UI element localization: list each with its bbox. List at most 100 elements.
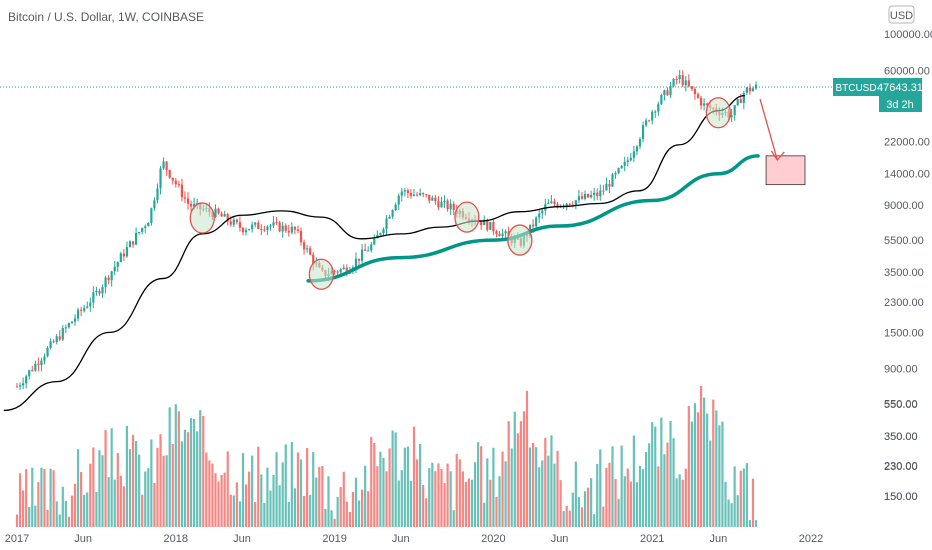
volume-bar [538,467,541,527]
candle-body [241,227,245,233]
volume-bar [745,463,748,527]
volume-bar [156,447,159,527]
candle-body [144,226,147,228]
candle-body [159,168,162,189]
candle-body [116,262,119,267]
volume-bar [522,411,526,527]
volume-bar [611,446,614,527]
y-tick-label: 100000.00 [884,29,932,41]
volume-bar [107,477,110,527]
candle-body [104,277,107,288]
currency-button[interactable]: USD [888,5,915,24]
volume-bar [400,470,403,527]
volume-bar [712,399,715,527]
candle-body [177,184,180,186]
volume-bar [153,483,156,527]
candle-body [406,190,409,193]
volume-bar [104,430,107,527]
volume-bar [241,453,245,527]
volume-bar [159,434,162,527]
volume-bar [690,421,693,527]
price-badge[interactable]: BTCUSD 47643.31 3d 2h [833,78,923,112]
volume-bar [293,488,296,527]
volume-bar [489,479,492,527]
volume-bar [446,463,449,527]
candle-body [550,201,553,203]
candle-body [391,210,394,217]
candle-body [180,184,184,198]
candle-body [70,321,74,324]
volume-bar [464,481,468,527]
volume-bar [315,477,318,527]
volume-bar [40,467,43,527]
volume-bar [260,474,263,527]
volume-bar [345,501,348,527]
candle-body [263,229,266,231]
volume-bar [360,489,364,527]
candle-body [15,386,19,388]
candle-body [623,161,626,166]
candle-body [86,306,89,308]
volume-bar [31,467,34,527]
candle-body [403,190,406,192]
volume-bar [651,422,654,527]
volume-bar [672,438,675,527]
volume-bar [196,431,199,527]
volume-bar [513,411,516,527]
candle-body [648,120,651,122]
volume-bar [205,452,208,527]
volume-bar [49,468,52,527]
volume-bar [367,491,370,527]
candle-body [641,125,645,140]
volume-bar [415,459,419,527]
candle-body [34,363,37,371]
volume-bar [648,443,651,527]
volume-bar [614,479,617,527]
candle-body [357,258,361,261]
volume-bar [275,452,278,527]
candle-body [64,327,67,329]
volume-bar [532,442,535,527]
volume-bar [678,474,681,527]
candle-body [599,190,602,197]
volume-bar [229,494,232,527]
volume-bar [727,499,730,527]
volume-bar [202,415,205,527]
volume-bar [37,482,40,527]
candle-body [214,208,217,217]
bar-countdown: 3d 2h [886,99,914,111]
candle-body [49,341,52,348]
volume-bar [550,435,553,527]
volume-bar [593,514,596,527]
volume-bar [681,479,684,527]
volume-bar [55,501,58,527]
volume-bar [635,482,639,527]
volume-bar [437,463,440,527]
candle-body [547,202,550,205]
volume-bar [718,425,721,527]
volume-bar [684,468,687,527]
candle-body [696,94,700,98]
volume-bar [577,497,581,527]
y-tick-label: 900.00 [884,364,918,376]
candle-body [577,196,581,201]
candle-body [480,221,483,226]
candle-body [128,241,132,248]
volume-bar [605,467,608,527]
volume-bar [693,403,697,527]
volume-bar [70,495,74,527]
candle-body [498,234,501,237]
volume-bar [171,443,174,527]
volume-bar [348,511,351,527]
candle-body [452,203,455,210]
volume-bar [28,506,31,527]
candle-body [138,232,141,234]
volume-bar [516,433,519,527]
volume-bar [733,466,736,527]
volume-bar [754,520,758,527]
volume-bar [660,417,663,527]
volume-bar [510,448,513,527]
volume-bar [715,410,718,527]
last-price-value: 47643.31 [877,82,923,94]
